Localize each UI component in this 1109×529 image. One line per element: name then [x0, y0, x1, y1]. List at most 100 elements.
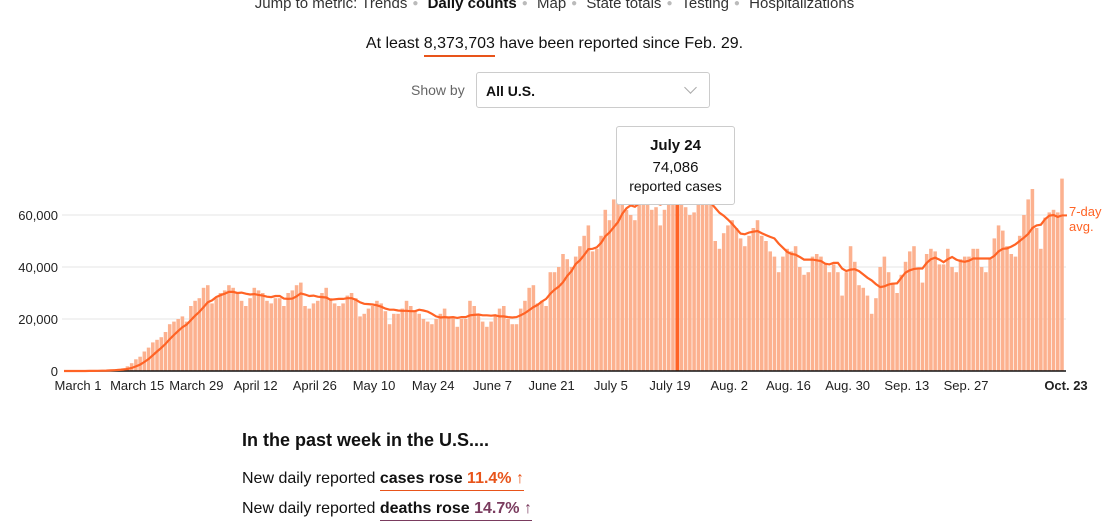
bar [430, 324, 434, 371]
bar [590, 251, 595, 371]
region-select[interactable]: All U.S. [476, 72, 710, 108]
bar [721, 233, 726, 371]
bar [641, 183, 646, 371]
bar [248, 298, 252, 371]
show-by-label: Show by [411, 82, 465, 98]
bar [227, 285, 231, 371]
bar [700, 189, 705, 371]
bar [189, 306, 193, 371]
bar [193, 300, 197, 371]
bar [544, 306, 548, 371]
bar [379, 303, 383, 371]
bar [328, 298, 333, 371]
bar [510, 324, 515, 371]
bar [1022, 215, 1026, 371]
bar [1017, 235, 1022, 371]
bar [929, 248, 933, 371]
bar [899, 274, 904, 371]
bar [713, 241, 718, 371]
bar [582, 235, 586, 371]
region-select-value: All U.S. [486, 83, 536, 99]
x-tick-label: March 15 [110, 378, 164, 393]
bar [692, 212, 696, 371]
bar [573, 256, 578, 371]
cases-prefix: New daily reported [242, 470, 376, 487]
metric-nav: Jump to metric: Trends ● Daily counts ● Ma… [0, 0, 1109, 12]
deaths-prefix: New daily reported [242, 500, 376, 517]
nav-link-state-totals[interactable]: State totals [586, 0, 662, 12]
bar [210, 303, 214, 371]
bar [506, 319, 510, 371]
bar [891, 282, 895, 371]
bar [743, 246, 747, 371]
bar [916, 269, 920, 371]
bar [307, 308, 312, 371]
bar [497, 308, 502, 371]
bar [184, 321, 189, 371]
highlighted-bar [675, 178, 680, 371]
bar [810, 256, 815, 371]
bar [827, 272, 832, 371]
bar [650, 209, 654, 371]
x-tick-label: June 21 [528, 378, 574, 393]
bar [962, 256, 967, 371]
y-tick-label: 60,000 [18, 208, 58, 223]
bar [1047, 212, 1052, 371]
bar [535, 303, 540, 371]
bar [996, 225, 1001, 371]
bar [654, 207, 658, 371]
bar [218, 293, 223, 371]
bar [556, 267, 561, 371]
bar [662, 209, 667, 371]
bar [252, 287, 257, 371]
bar [1026, 199, 1030, 371]
bar [523, 300, 527, 371]
bar [434, 319, 438, 371]
bar [256, 290, 261, 371]
bar [493, 316, 498, 371]
bar [730, 220, 734, 371]
bar [586, 225, 591, 371]
bar [163, 332, 168, 371]
bar [984, 272, 988, 371]
bar [231, 287, 235, 371]
bar [971, 248, 975, 371]
bar [819, 256, 823, 371]
bar [392, 313, 396, 371]
bar [679, 204, 684, 371]
bar [806, 272, 811, 371]
nav-link-daily-counts[interactable]: Daily counts [427, 0, 517, 12]
bar [459, 319, 464, 371]
bar [764, 241, 768, 371]
nav-link-trends[interactable]: Trends [361, 0, 408, 12]
bar [277, 298, 282, 371]
cases-change-link[interactable]: cases rose 11.4% ↑ [379, 470, 524, 491]
bar [1034, 228, 1039, 371]
bar [540, 300, 544, 371]
bar [658, 225, 663, 371]
bar [345, 295, 350, 371]
chart-tooltip: July 24 74,086 reported cases [616, 126, 735, 205]
bar [565, 259, 570, 371]
bar [472, 306, 476, 371]
bar [155, 339, 159, 371]
nav-link-map[interactable]: Map [536, 0, 567, 12]
deaths-change-link[interactable]: deaths rose 14.7% ↑ [379, 500, 532, 521]
arrow-up-icon: ↑ [515, 470, 524, 487]
bar [738, 238, 743, 371]
x-tick-label: Sep. 27 [944, 378, 989, 393]
bar [620, 194, 624, 371]
bar [396, 313, 400, 371]
bar [349, 293, 354, 371]
bar [282, 306, 286, 371]
tooltip-value: 74,086 [652, 159, 699, 176]
nav-link-hospitalizations[interactable]: Hospitalizations [749, 0, 855, 12]
bar [451, 316, 455, 371]
bar [324, 287, 328, 371]
bar [840, 295, 844, 371]
nav-link-testing[interactable]: Testing [681, 0, 729, 12]
total-cases: 8,373,703 [423, 35, 495, 57]
bar [882, 256, 887, 371]
bar [569, 267, 574, 371]
arrow-up-icon: ↑ [523, 500, 532, 517]
